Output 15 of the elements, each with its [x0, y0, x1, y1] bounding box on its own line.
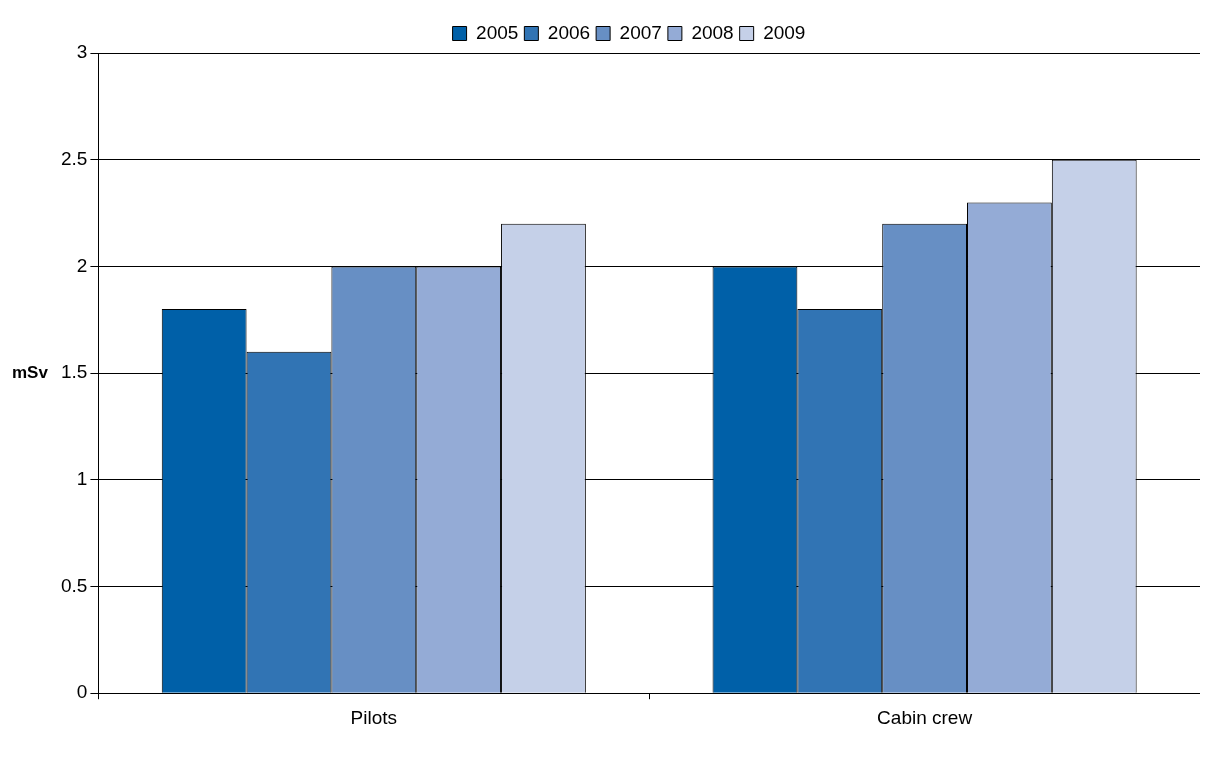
y-tick-label: 2.5 — [60, 147, 88, 169]
y-tick-label: 0.5 — [60, 574, 88, 596]
y-tick-label: 1.5 — [60, 361, 88, 383]
x-tick-label: Pilots — [350, 706, 398, 728]
y-tick-label: 2 — [76, 254, 88, 276]
y-tick-label: 1 — [76, 468, 88, 490]
legend-label: 2007 — [619, 21, 662, 43]
x-tick-label: Cabin crew — [877, 706, 973, 728]
y-axis-title: mSv — [12, 362, 49, 382]
legend-label: 2005 — [476, 21, 519, 43]
y-tick-label: 0 — [76, 681, 88, 703]
legend-label: 2009 — [763, 21, 806, 43]
y-tick-label: 3 — [76, 41, 88, 63]
legend-label: 2008 — [691, 21, 734, 43]
legend-label: 2006 — [547, 21, 591, 43]
